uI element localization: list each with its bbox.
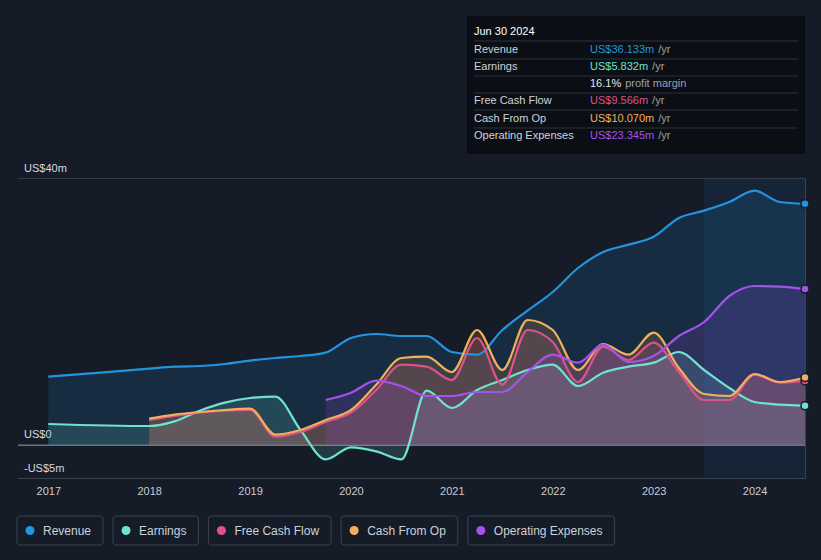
plot-area (48, 191, 809, 460)
legend-label[interactable]: Earnings (139, 524, 186, 538)
x-tick-label: 2019 (238, 485, 262, 497)
tooltip-label: Earnings (474, 60, 518, 72)
x-tick: 2022 (541, 478, 565, 497)
x-tick: 2020 (339, 478, 363, 497)
x-axis: 2017 2018 2019 2020 2021 2022 2023 2024 (19, 478, 806, 497)
legend-swatch[interactable] (26, 526, 35, 535)
tooltip-unit: /yr (652, 60, 665, 72)
x-tick-label: 2024 (743, 485, 767, 497)
x-tick: 2021 (440, 478, 464, 497)
legend-swatch[interactable] (350, 526, 359, 535)
legend-box[interactable] (468, 516, 615, 545)
legend-swatch[interactable] (122, 526, 131, 535)
x-tick: 2019 (238, 478, 262, 497)
tooltip-margin-value: 16.1% (590, 77, 621, 89)
tooltip-value: US$5.832m (590, 60, 648, 72)
series-line (149, 320, 805, 435)
y-tick-label: US$0 (24, 428, 52, 440)
legend-box[interactable] (341, 516, 458, 545)
x-tick: 2018 (137, 478, 161, 497)
y-tick: -US$5m (18, 462, 805, 479)
legend-item[interactable]: Earnings (113, 516, 198, 545)
series-line (149, 330, 805, 437)
legend-label[interactable]: Cash From Op (367, 524, 446, 538)
tooltip-unit: /yr (658, 43, 671, 55)
tooltip-unit: /yr (658, 129, 671, 141)
tooltip-value: US$36.133m (590, 43, 654, 55)
legend-item[interactable]: Cash From Op (341, 516, 458, 545)
legend-label[interactable]: Free Cash Flow (234, 524, 319, 538)
tooltip-label: Revenue (474, 43, 518, 55)
tooltip-label: Free Cash Flow (474, 94, 552, 106)
x-axis-line (19, 478, 806, 479)
x-tick: 2017 (37, 478, 61, 497)
tooltip-value: US$10.070m (590, 112, 654, 124)
tooltip-unit: /yr (652, 94, 665, 106)
legend-item[interactable]: Revenue (17, 516, 103, 545)
tooltip-divider (474, 110, 798, 111)
y-axis: -US$5m US$0 US$40m (18, 162, 806, 479)
legend-label[interactable]: Operating Expenses (494, 524, 603, 538)
legend-swatch[interactable] (217, 526, 226, 535)
chart-root: -US$5m US$0 US$40m 2017 2018 2019 2020 2021 2022… (0, 0, 821, 560)
tooltip-date: Jun 30 2024 (474, 25, 535, 37)
x-tick-label: 2017 (37, 485, 61, 497)
end-point (801, 374, 809, 382)
end-point (801, 402, 809, 410)
tooltip: Jun 30 2024 Revenue US$36.133m/yr Earnings U… (467, 16, 805, 154)
y-tick: US$40m (18, 162, 805, 179)
y-tick-label: US$40m (24, 162, 67, 174)
x-tick-label: 2022 (541, 485, 565, 497)
tooltip-label: Operating Expenses (474, 129, 574, 141)
x-tick: 2024 (743, 478, 767, 497)
grid-line (18, 445, 805, 446)
x-tick-label: 2021 (440, 485, 464, 497)
tooltip-value: US$23.345m (590, 129, 654, 141)
legend-item[interactable]: Operating Expenses (468, 516, 615, 545)
legend: Revenue Earnings Free Cash Flow Cash From O… (17, 516, 615, 545)
series-line (48, 191, 805, 377)
legend-item[interactable]: Free Cash Flow (208, 516, 331, 545)
background (0, 0, 821, 560)
end-point (801, 200, 809, 208)
end-point (801, 285, 809, 293)
legend-swatch[interactable] (476, 526, 485, 535)
x-tick-label: 2023 (642, 485, 666, 497)
grid-line (18, 178, 805, 179)
legend-label[interactable]: Revenue (43, 524, 91, 538)
tooltip-box (467, 16, 805, 154)
grid-line (18, 478, 805, 479)
legend-box[interactable] (113, 516, 198, 545)
x-tick: 2023 (642, 478, 666, 497)
legend-box[interactable] (17, 516, 103, 545)
tooltip-margin-label: profit margin (625, 77, 686, 89)
series-line (326, 286, 805, 400)
series-area (48, 191, 805, 445)
series-line (48, 352, 805, 459)
legend-box[interactable] (208, 516, 331, 545)
tooltip-divider (474, 41, 798, 42)
y-axis-line (805, 179, 806, 479)
tooltip-unit: /yr (658, 112, 671, 124)
x-tick-label: 2018 (137, 485, 161, 497)
y-tick-label: -US$5m (24, 462, 64, 474)
x-tick-label: 2020 (339, 485, 363, 497)
tooltip-value: US$9.566m (590, 94, 648, 106)
tooltip-label: Cash From Op (474, 112, 546, 124)
